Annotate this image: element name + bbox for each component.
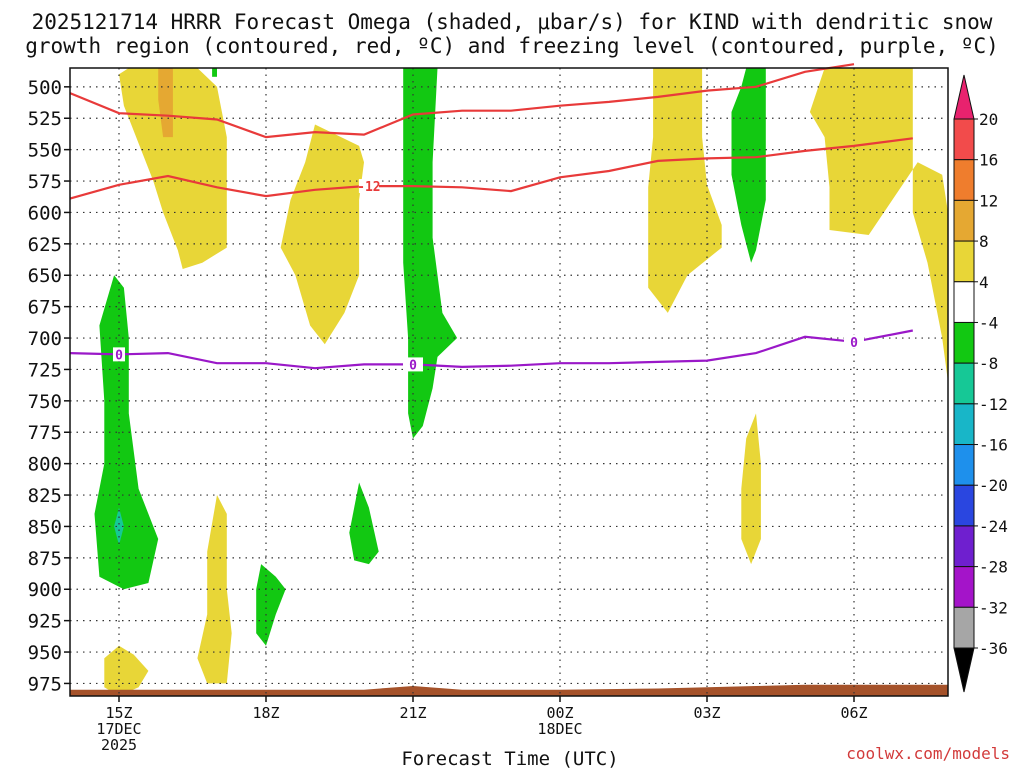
omega-region bbox=[114, 507, 124, 546]
colorbar-label: 8 bbox=[979, 232, 989, 251]
x-axis-label: Forecast Time (UTC) bbox=[401, 748, 618, 768]
colorbar-swatch bbox=[953, 444, 975, 486]
colorbar-label: -36 bbox=[979, 639, 1008, 658]
omega-region bbox=[197, 495, 232, 684]
omega-region bbox=[280, 124, 364, 345]
colorbar-label: -4 bbox=[979, 313, 998, 332]
x-tick-label: 21Z bbox=[399, 704, 426, 722]
x-tick-label: 2025 bbox=[101, 736, 137, 754]
colorbar-swatch bbox=[953, 118, 975, 161]
grid-layer bbox=[70, 68, 948, 696]
colorbar-label: 16 bbox=[979, 151, 998, 170]
y-tick-label: 525 bbox=[28, 108, 62, 130]
credit-text[interactable]: coolwx.com/models bbox=[846, 744, 1010, 763]
x-tick-label: 18DEC bbox=[537, 720, 582, 738]
x-tick-label: 18Z bbox=[252, 704, 279, 722]
y-tick-label: 975 bbox=[28, 673, 62, 695]
x-tick-label: 00Z bbox=[546, 704, 573, 722]
x-tick-label: 03Z bbox=[693, 704, 720, 722]
colorbar-swatch bbox=[953, 606, 975, 649]
y-tick-label: 850 bbox=[28, 516, 62, 538]
y-tick-label: 825 bbox=[28, 485, 62, 507]
colorbar-swatch bbox=[953, 240, 975, 283]
chart-title-line-1: 2025121714 HRRR Forecast Omega (shaded, … bbox=[31, 10, 993, 34]
axes-layer: 500 525 550 575 600 625 650 675 700 725 750 775 800 8… bbox=[28, 67, 949, 754]
colorbar-label: 20 bbox=[979, 110, 998, 129]
contour-label: 0 bbox=[409, 358, 417, 373]
y-tick-label: 900 bbox=[28, 579, 62, 601]
omega-region bbox=[731, 68, 766, 263]
omega-region bbox=[256, 564, 286, 646]
y-tick-label: 600 bbox=[28, 202, 62, 224]
colorbar-swatch bbox=[953, 321, 975, 364]
contour-label-bg bbox=[844, 334, 864, 349]
colorbar-label: 12 bbox=[979, 191, 998, 210]
colorbar-label: -28 bbox=[979, 558, 1008, 577]
contour-layer: -12 0 0 0 bbox=[69, 63, 914, 373]
y-tick-label: 925 bbox=[28, 611, 62, 633]
colorbar-swatch bbox=[953, 281, 975, 323]
x-tick-label: 15Z bbox=[105, 704, 132, 722]
colorbar-label: 4 bbox=[979, 273, 989, 292]
y-tick-label: 750 bbox=[28, 391, 62, 413]
contour-label-bg bbox=[358, 179, 379, 194]
colorbar-swatch bbox=[953, 362, 975, 405]
colorbar-label: -24 bbox=[979, 517, 1008, 536]
colorbar-max-arrow bbox=[953, 74, 975, 120]
omega-region bbox=[403, 68, 458, 439]
colorbar-label: -8 bbox=[979, 354, 998, 373]
colorbar-swatch bbox=[953, 484, 975, 527]
contour-label: -12 bbox=[357, 180, 380, 195]
contour-line bbox=[69, 329, 914, 370]
omega-shading-layer bbox=[94, 68, 948, 696]
terrain-fill bbox=[70, 684, 948, 696]
contour-label-bg bbox=[403, 357, 423, 372]
y-tick-label: 625 bbox=[28, 234, 62, 256]
colorbar-label: -20 bbox=[979, 476, 1008, 495]
contour-label: 0 bbox=[115, 348, 123, 363]
y-tick-label: 675 bbox=[28, 297, 62, 319]
y-tick-label: 500 bbox=[28, 77, 62, 99]
colorbar-swatch bbox=[953, 403, 975, 446]
omega-region bbox=[212, 68, 217, 77]
contour-line bbox=[69, 137, 913, 200]
y-tick-label: 550 bbox=[28, 140, 62, 162]
y-tick-label: 800 bbox=[28, 454, 62, 476]
colorbar-label: -32 bbox=[979, 598, 1008, 617]
omega-region bbox=[741, 413, 761, 565]
colorbar-swatch bbox=[953, 525, 975, 568]
colorbar-label: -16 bbox=[979, 436, 1008, 455]
colorbar-label: -12 bbox=[979, 395, 1008, 414]
colorbar-swatch bbox=[953, 199, 975, 242]
x-tick-label: 17DEC bbox=[96, 720, 141, 738]
contour-line bbox=[69, 63, 855, 139]
colorbar-swatch bbox=[953, 566, 975, 608]
y-tick-label: 775 bbox=[28, 422, 62, 444]
chart-title-line-2: growth region (contoured, red, ºC) and f… bbox=[25, 34, 999, 58]
colorbar-min-arrow bbox=[953, 647, 975, 693]
contour-label: 0 bbox=[850, 336, 858, 351]
y-tick-label: 725 bbox=[28, 359, 62, 381]
y-tick-label: 650 bbox=[28, 265, 62, 287]
colorbar: 20 16 12 8 4 -4 -8 -12 -16 -20 -24 -28 -32 -36 bbox=[953, 74, 1008, 693]
terrain-layer bbox=[70, 684, 948, 696]
omega-region bbox=[809, 68, 948, 382]
omega-region bbox=[648, 68, 722, 313]
omega-region bbox=[349, 482, 379, 565]
y-tick-label: 700 bbox=[28, 328, 62, 350]
x-tick-label: 06Z bbox=[840, 704, 867, 722]
plot-frame bbox=[69, 67, 949, 697]
y-tick-label: 575 bbox=[28, 171, 62, 193]
colorbar-swatch bbox=[953, 159, 975, 201]
y-tick-label: 950 bbox=[28, 642, 62, 664]
omega-region bbox=[158, 68, 173, 138]
omega-region bbox=[104, 645, 149, 696]
contour-label-bg bbox=[113, 347, 125, 362]
y-tick-label: 875 bbox=[28, 548, 62, 570]
